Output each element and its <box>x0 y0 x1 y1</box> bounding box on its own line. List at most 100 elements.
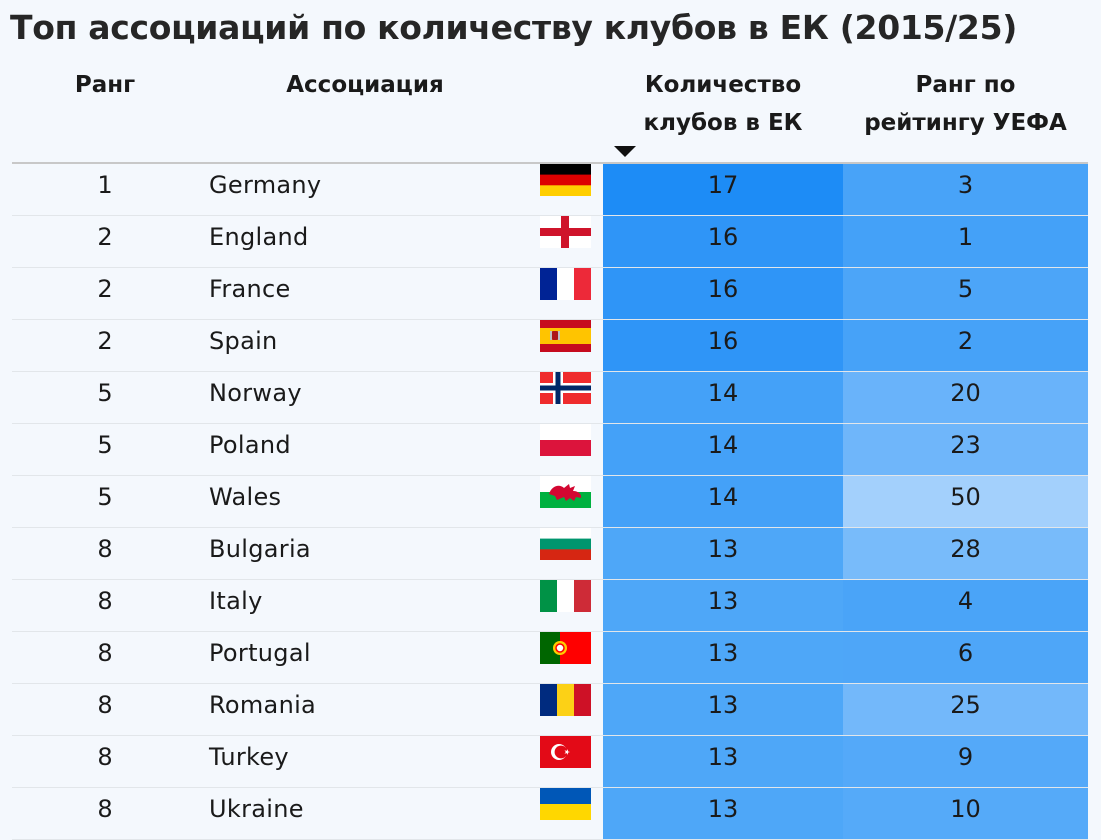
table-row[interactable]: 16 5 2 France <box>0 268 1101 320</box>
ukraine-flag-icon <box>540 788 591 820</box>
rank-cell: 2 <box>97 327 113 355</box>
uefa-rank-cell: 50 <box>843 476 1088 527</box>
header-rank[interactable]: Ранг <box>74 72 136 98</box>
rank-cell: 8 <box>97 587 113 615</box>
clubs-count-cell: 13 <box>603 632 843 684</box>
header-uefa-rank[interactable]: Ранг по рейтингу УЕФА <box>843 66 1088 142</box>
row-divider <box>12 319 1088 320</box>
rank-cell: 8 <box>97 691 113 719</box>
row-divider <box>12 735 1088 736</box>
bulgaria-flag-icon <box>540 528 591 560</box>
clubs-count-cell: 13 <box>603 580 843 632</box>
rank-cell: 5 <box>97 431 113 459</box>
table-row[interactable]: 17 3 1 Germany <box>0 164 1101 216</box>
clubs-count-cell: 16 <box>603 268 843 320</box>
rank-cell: 5 <box>97 483 113 511</box>
clubs-count-cell: 13 <box>603 736 843 788</box>
association-name: Turkey <box>209 743 289 771</box>
table-row[interactable]: 14 20 5 Norway <box>0 372 1101 424</box>
clubs-count-cell: 14 <box>603 476 843 528</box>
association-name: Germany <box>209 171 322 199</box>
association-name: France <box>209 275 291 303</box>
table-row[interactable]: 16 2 2 Spain <box>0 320 1101 372</box>
uefa-rank-cell: 6 <box>843 632 1088 683</box>
uefa-rank-cell: 28 <box>843 528 1088 579</box>
spain-flag-icon <box>540 320 591 352</box>
table-row[interactable]: 14 23 5 Poland <box>0 424 1101 476</box>
association-name: Portugal <box>209 639 311 667</box>
row-divider <box>12 527 1088 528</box>
table-row[interactable]: 13 25 8 Romania <box>0 684 1101 736</box>
row-divider <box>12 787 1088 788</box>
header-uefa-line1: Ранг по <box>915 72 1016 98</box>
rank-cell: 1 <box>97 171 113 199</box>
uefa-rank-cell: 23 <box>843 424 1088 475</box>
table-row[interactable]: 13 10 8 Ukraine <box>0 788 1101 840</box>
rank-cell: 8 <box>97 639 113 667</box>
association-name: Italy <box>209 587 263 615</box>
uefa-rank-cell: 1 <box>843 216 1088 267</box>
table-row[interactable]: 13 28 8 Bulgaria <box>0 528 1101 580</box>
association-name: Poland <box>209 431 291 459</box>
row-divider <box>12 267 1088 268</box>
table-row[interactable]: 13 9 8 Turkey <box>0 736 1101 788</box>
clubs-count-cell: 16 <box>603 216 843 268</box>
clubs-count-cell: 16 <box>603 320 843 372</box>
header-uefa-line2: рейтингу УЕФА <box>864 110 1067 136</box>
header-divider <box>12 162 1088 164</box>
uefa-rank-cell: 9 <box>843 736 1088 787</box>
row-divider <box>12 683 1088 684</box>
row-divider <box>12 423 1088 424</box>
association-name: Norway <box>209 379 302 407</box>
uefa-rank-cell: 10 <box>843 788 1088 839</box>
row-divider <box>12 475 1088 476</box>
row-divider <box>12 631 1088 632</box>
table-row[interactable]: 13 6 8 Portugal <box>0 632 1101 684</box>
romania-flag-icon <box>540 684 591 716</box>
sort-descending-icon[interactable] <box>614 146 636 157</box>
uefa-rank-cell: 25 <box>843 684 1088 735</box>
norway-flag-icon <box>540 372 591 404</box>
england-flag-icon <box>540 216 591 248</box>
rank-cell: 8 <box>97 795 113 823</box>
clubs-count-cell: 13 <box>603 788 843 840</box>
association-name: Bulgaria <box>209 535 311 563</box>
clubs-count-cell: 13 <box>603 684 843 736</box>
association-name: Romania <box>209 691 317 719</box>
rank-cell: 8 <box>97 743 113 771</box>
uefa-rank-cell: 4 <box>843 580 1088 631</box>
germany-flag-icon <box>540 164 591 196</box>
row-divider <box>12 579 1088 580</box>
row-divider <box>12 215 1088 216</box>
portugal-flag-icon <box>540 632 591 664</box>
rank-cell: 2 <box>97 275 113 303</box>
table-body: 17 3 1 Germany 16 1 2 England 16 5 2 France 16 2 2 Spai… <box>0 164 1101 840</box>
clubs-count-cell: 14 <box>603 424 843 476</box>
association-name: Wales <box>209 483 282 511</box>
association-name: Spain <box>209 327 278 355</box>
clubs-count-cell: 14 <box>603 372 843 424</box>
table-row[interactable]: 14 50 5 Wales <box>0 476 1101 528</box>
france-flag-icon <box>540 268 591 300</box>
rank-cell: 5 <box>97 379 113 407</box>
uefa-rank-cell: 5 <box>843 268 1088 319</box>
italy-flag-icon <box>540 580 591 612</box>
table-row[interactable]: 13 4 8 Italy <box>0 580 1101 632</box>
table-row[interactable]: 16 1 2 England <box>0 216 1101 268</box>
poland-flag-icon <box>540 424 591 456</box>
row-divider <box>12 371 1088 372</box>
clubs-count-cell: 13 <box>603 528 843 580</box>
uefa-rank-cell: 2 <box>843 320 1088 371</box>
header-clubs-line2: клубов в ЕК <box>643 110 803 136</box>
rank-cell: 2 <box>97 223 113 251</box>
header-clubs[interactable]: Количество клубов в ЕК <box>603 66 843 142</box>
uefa-rank-cell: 20 <box>843 372 1088 423</box>
uefa-rank-cell: 3 <box>843 164 1088 215</box>
chart-title: Топ ассоциаций по количеству клубов в ЕК… <box>10 8 1018 47</box>
header-association[interactable]: Ассоциация <box>286 72 444 98</box>
turkey-flag-icon <box>540 736 591 768</box>
rank-cell: 8 <box>97 535 113 563</box>
wales-flag-icon <box>540 476 591 508</box>
association-name: Ukraine <box>209 795 304 823</box>
association-name: England <box>209 223 309 251</box>
